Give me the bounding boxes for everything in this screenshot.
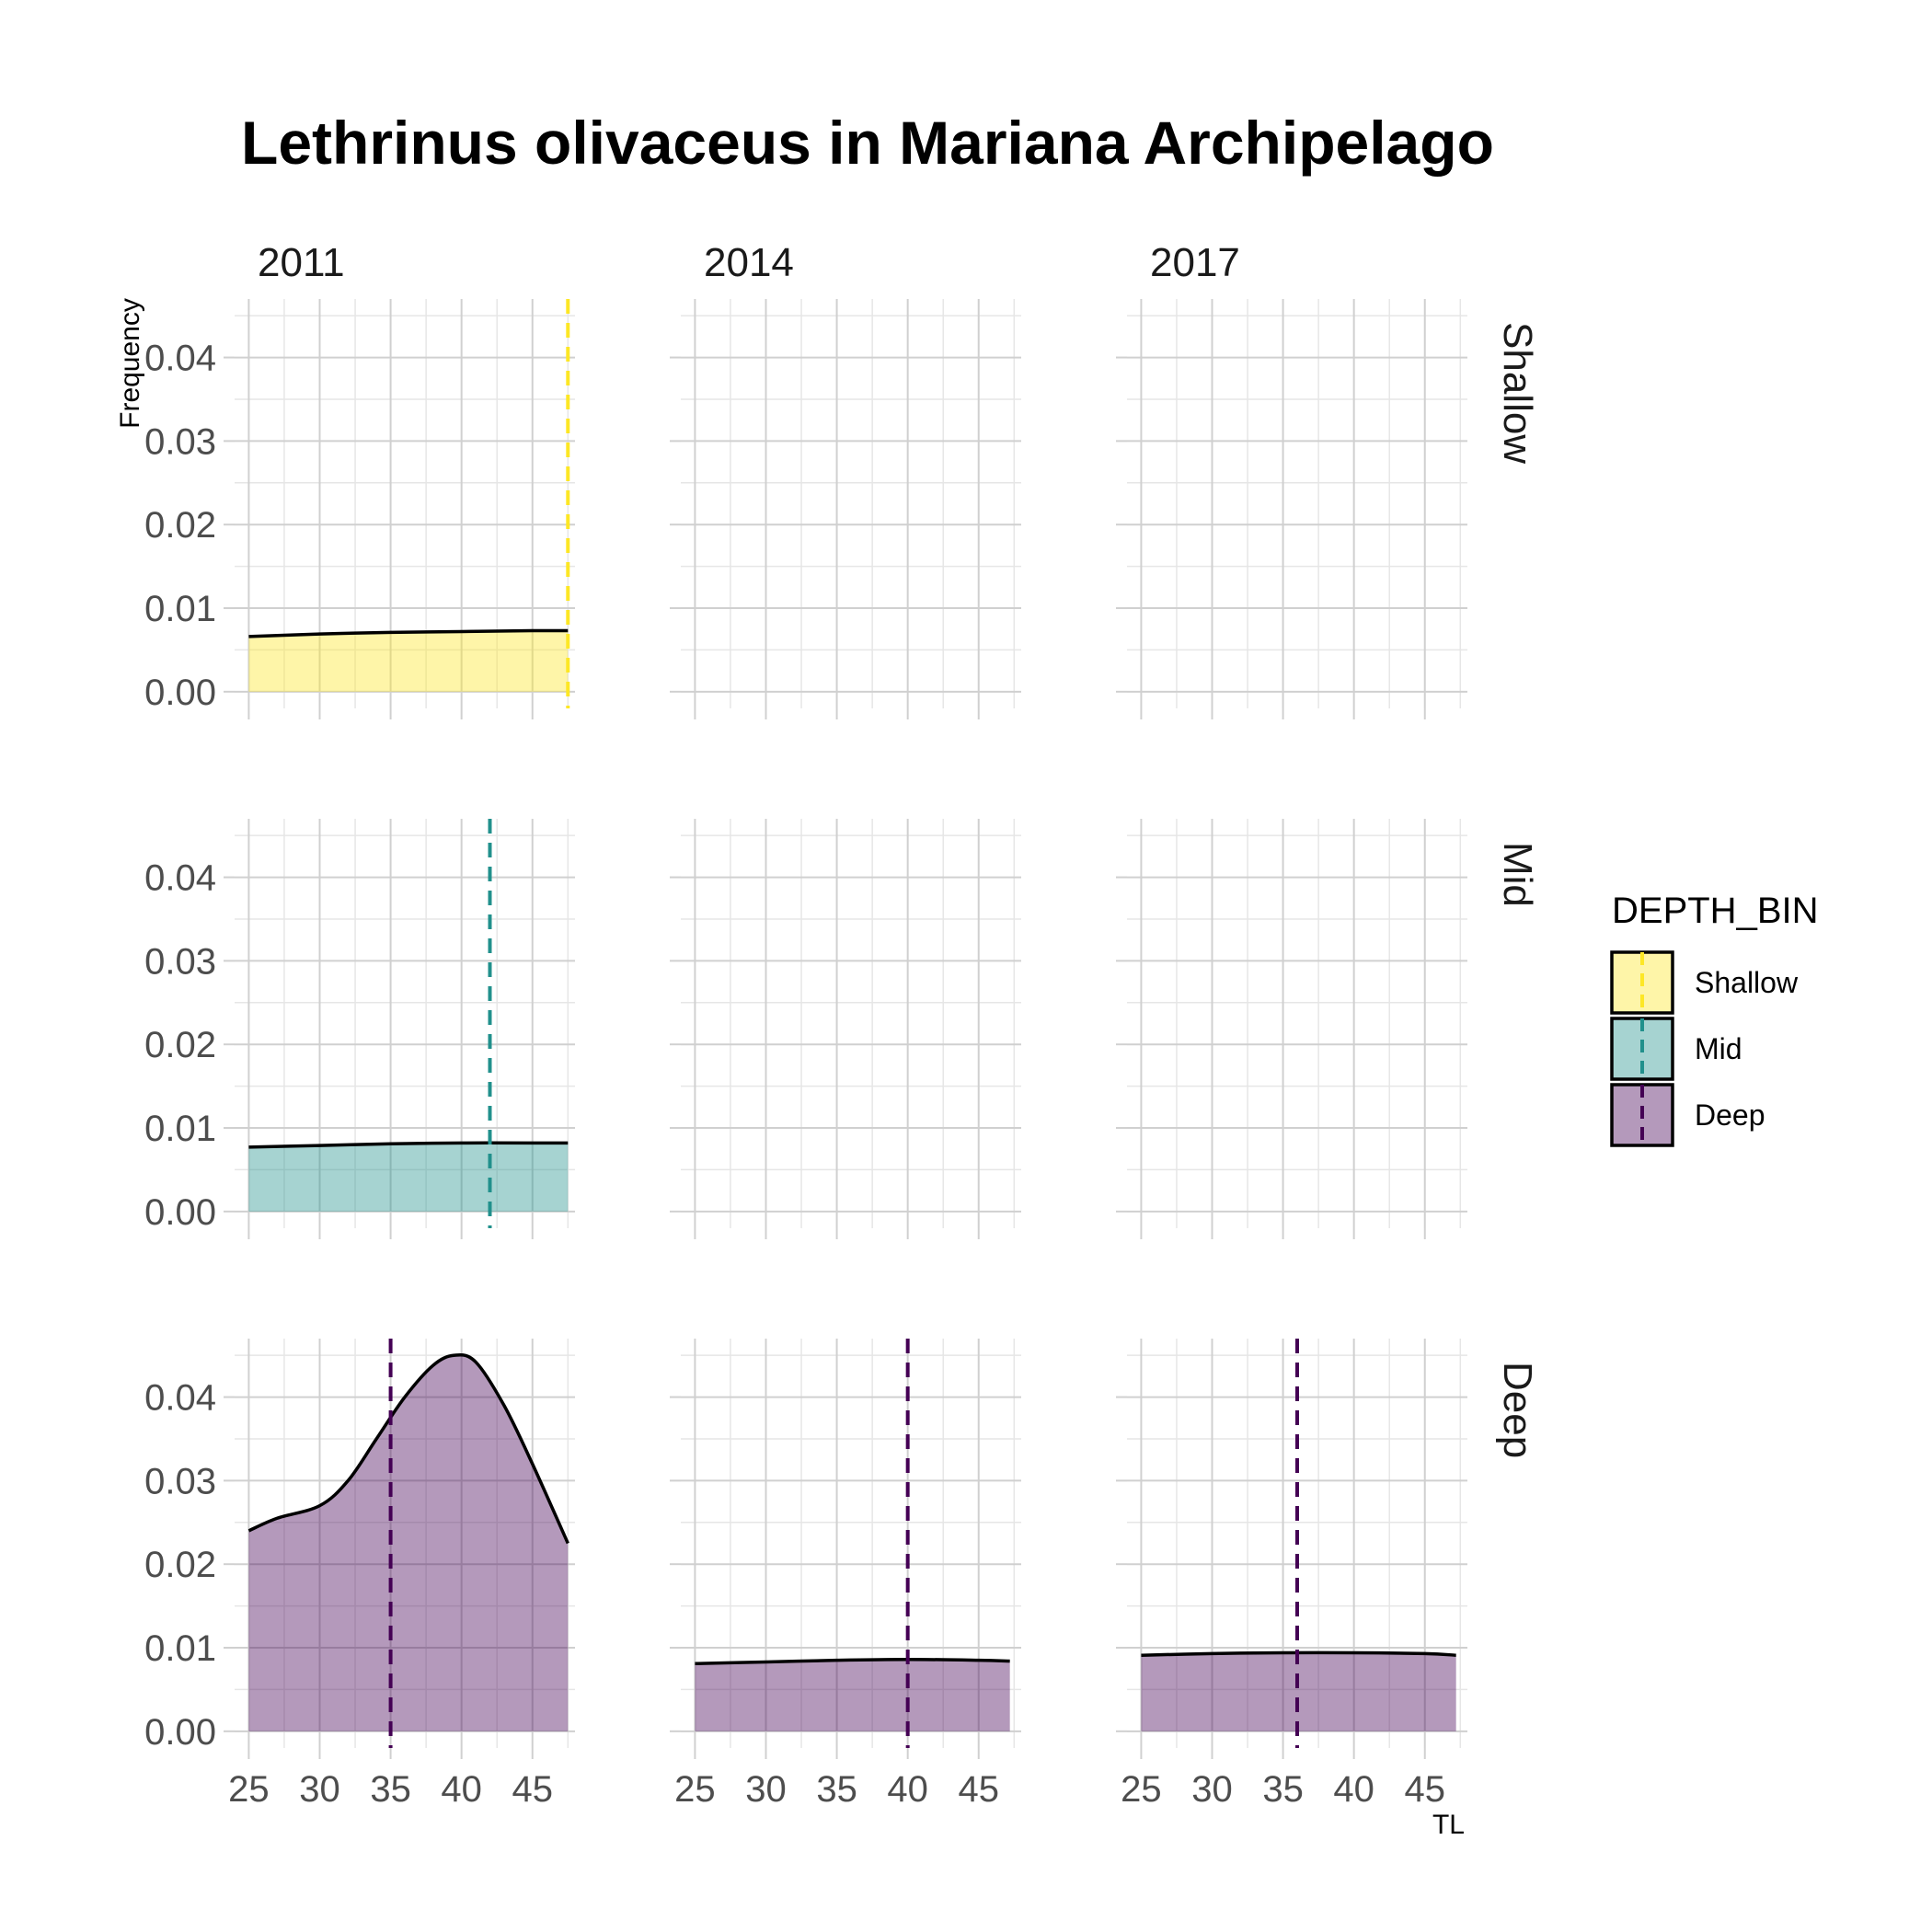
panel-2017-shallow: 2017 Shallow xyxy=(1116,240,1540,719)
panel-2014-mid xyxy=(670,819,1021,1239)
density-area xyxy=(695,1659,1010,1731)
x-tick-label: 30 xyxy=(745,1769,787,1810)
facet-depth-label: Deep xyxy=(1495,1362,1540,1458)
x-tick-label: 25 xyxy=(1121,1769,1162,1810)
facet-year-label: 2011 xyxy=(258,240,345,285)
x-tick-label: 30 xyxy=(1191,1769,1233,1810)
y-tick-label: 0.03 xyxy=(144,421,216,462)
panel-2014-shallow: 2014 xyxy=(670,240,1021,719)
y-tick-label: 0.01 xyxy=(144,1628,216,1669)
panel-2017-mid: Mid xyxy=(1116,819,1540,1239)
density-area xyxy=(248,630,569,692)
density-area xyxy=(248,1143,569,1212)
x-tick-label: 45 xyxy=(512,1769,554,1810)
y-tick-label: 0.01 xyxy=(144,1109,216,1149)
y-tick-label: 0.00 xyxy=(144,673,216,713)
facet-depth-label: Mid xyxy=(1495,842,1540,907)
legend-label: Shallow xyxy=(1695,966,1799,999)
x-tick-label: 35 xyxy=(370,1769,411,1810)
y-tick-label: 0.00 xyxy=(144,1712,216,1753)
chart-title: Lethrinus olivaceus in Mariana Archipela… xyxy=(241,109,1494,177)
x-tick-label: 40 xyxy=(441,1769,482,1810)
legend-label: Deep xyxy=(1695,1098,1765,1132)
series-2011-deep xyxy=(247,1339,569,1748)
y-tick-label: 0.04 xyxy=(144,339,216,379)
density-area xyxy=(248,1354,569,1731)
labels-layer: Lethrinus olivaceus in Mariana Archipela… xyxy=(115,109,1494,1840)
density-line xyxy=(248,1141,569,1149)
x-tick-label: 40 xyxy=(1333,1769,1374,1810)
legend: DEPTH_BIN Shallow Mid Deep xyxy=(1610,891,1819,1147)
x-tick-label: 45 xyxy=(959,1769,1000,1810)
y-tick-label: 0.00 xyxy=(144,1192,216,1233)
y-tick-label: 0.03 xyxy=(144,941,216,982)
series-2011-mid xyxy=(248,819,569,1228)
density-line xyxy=(1141,1650,1456,1657)
x-axis-title: TL xyxy=(1432,1810,1465,1840)
panel-2011-shallow: 0.00 0.01 0.02 0.03 0.04 2011 xyxy=(144,240,575,719)
density-line xyxy=(248,628,569,638)
series-2017-deep xyxy=(1141,1339,1456,1748)
facet-year-label: 2017 xyxy=(1150,240,1240,285)
y-axis-title: Frequency xyxy=(115,298,145,429)
y-tick-label: 0.02 xyxy=(144,1025,216,1065)
panels-layer: 0.00 0.01 0.02 0.03 0.04 2011 2014 2017 Shallow 0… xyxy=(144,240,1540,1810)
density-line xyxy=(695,1657,1010,1666)
y-tick-label: 0.04 xyxy=(144,1378,216,1419)
density-area xyxy=(1141,1652,1456,1731)
series-2014-deep xyxy=(695,1339,1010,1748)
y-tick-label: 0.03 xyxy=(144,1461,216,1501)
panel-2017-deep: 25 30 35 40 45 Deep xyxy=(1116,1339,1540,1810)
x-tick-label: 30 xyxy=(299,1769,340,1810)
legend-item-deep: Deep xyxy=(1610,1083,1765,1147)
density-line xyxy=(247,1353,569,1545)
x-tick-label: 35 xyxy=(1262,1769,1304,1810)
legend-label: Mid xyxy=(1695,1032,1742,1065)
y-tick-label: 0.01 xyxy=(144,589,216,629)
facet-depth-label: Shallow xyxy=(1495,322,1540,464)
x-tick-label: 35 xyxy=(816,1769,857,1810)
y-tick-label: 0.02 xyxy=(144,1545,216,1585)
panel-2011-mid: 0.00 0.01 0.02 0.03 0.04 xyxy=(144,819,575,1239)
panel-2014-deep: 25 30 35 40 45 xyxy=(670,1339,1021,1810)
facet-year-label: 2014 xyxy=(704,240,794,285)
y-tick-label: 0.02 xyxy=(144,505,216,546)
series-2011-shallow xyxy=(248,299,570,708)
legend-item-mid: Mid xyxy=(1610,1017,1742,1081)
y-tick-label: 0.04 xyxy=(144,858,216,899)
panel-2011-deep: 0.00 0.01 0.02 0.03 0.04 25 30 35 40 45 xyxy=(144,1339,575,1810)
legend-item-shallow: Shallow xyxy=(1610,950,1799,1015)
x-tick-label: 40 xyxy=(887,1769,928,1810)
x-tick-label: 25 xyxy=(228,1769,270,1810)
x-tick-label: 25 xyxy=(674,1769,716,1810)
legend-title: DEPTH_BIN xyxy=(1612,891,1819,931)
x-tick-label: 45 xyxy=(1405,1769,1446,1810)
